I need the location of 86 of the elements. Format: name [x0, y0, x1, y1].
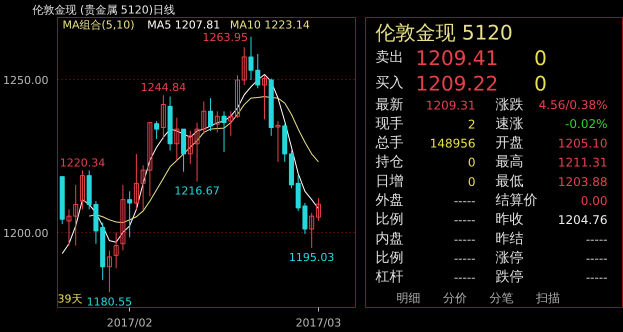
text: 明细	[396, 290, 420, 305]
legend-title: MA组合(5,10)	[62, 18, 135, 32]
text: 卖出	[376, 50, 404, 66]
text: -----	[586, 251, 608, 266]
text: 买入	[376, 75, 404, 92]
candlestick	[275, 120, 280, 162]
candlestick	[147, 122, 152, 197]
candlestick	[127, 190, 132, 238]
candlestick	[80, 170, 85, 210]
text: 昨结	[496, 230, 524, 247]
text: -0.02%	[565, 116, 608, 131]
text: 最低	[496, 173, 524, 190]
annotation: 1195.03	[288, 250, 334, 264]
text: MA5 1207.81	[147, 18, 220, 32]
x-tick-label: 2017/02	[106, 316, 152, 330]
candlestick	[208, 98, 214, 132]
text: 现手	[376, 116, 404, 132]
text: 1209.41	[416, 46, 498, 70]
text: 1211.31	[558, 156, 608, 170]
text: -----	[586, 270, 608, 285]
candlestick	[262, 74, 268, 120]
text: 昨收	[496, 212, 524, 228]
candlestick	[201, 100, 206, 134]
text: 0	[468, 156, 476, 170]
text: 0	[534, 46, 547, 70]
text: 2	[468, 117, 476, 132]
text: 4.56/0.38%	[538, 98, 608, 112]
annotation: 1244.84	[140, 81, 186, 94]
text: 外盘	[376, 192, 404, 208]
text: 总手	[374, 135, 404, 152]
candlestick	[214, 110, 220, 133]
text: -----	[454, 232, 476, 246]
annotation: 1263.95	[202, 31, 248, 44]
text: 1205.10	[558, 136, 608, 151]
text: -----	[586, 232, 608, 246]
x-tick-label: 2017/03	[296, 316, 342, 330]
annotation: 1180.55	[86, 295, 132, 308]
text: 1203.88	[558, 174, 608, 189]
text: 最新	[376, 96, 404, 113]
text: -----	[454, 194, 476, 208]
text: 1209.31	[426, 98, 476, 112]
text: 0	[534, 72, 547, 96]
text: 速涨	[496, 116, 524, 132]
candlestick	[160, 94, 166, 140]
candlestick	[154, 120, 160, 140]
candlestick	[66, 208, 72, 246]
chart-title: 伦敦金现 (贵金属 5120)日线	[32, 4, 176, 16]
text: -----	[454, 213, 476, 228]
text: -----	[454, 270, 476, 285]
candlestick	[302, 202, 308, 234]
text: MA10 1223.14	[230, 18, 310, 32]
candlestick	[174, 117, 180, 161]
text: 开盘	[496, 135, 524, 152]
candlestick	[120, 184, 126, 251]
text: 扫描	[535, 290, 560, 305]
text: 148956	[430, 136, 476, 151]
text: 涨跌	[496, 96, 524, 113]
candlestick	[114, 232, 119, 269]
candlestick	[222, 110, 227, 153]
text: 涨停	[496, 250, 524, 266]
text: 1209.22	[416, 72, 498, 96]
text: 0	[468, 174, 476, 189]
candlestick	[316, 198, 321, 222]
text: 日增	[376, 173, 404, 190]
text: 分笔	[490, 290, 514, 305]
text: 0.00	[580, 194, 608, 208]
text: 内盘	[376, 230, 404, 247]
candlestick	[106, 250, 112, 293]
annotation: 1216.67	[174, 184, 220, 198]
y-tick-label: 1250.00	[3, 74, 49, 87]
annotation: 39天	[58, 292, 82, 306]
text: 持仓	[376, 154, 404, 170]
text: 结算价	[496, 192, 538, 208]
text: -----	[454, 251, 476, 266]
text: 比例	[376, 212, 404, 228]
candlestick	[73, 184, 78, 246]
text: 跌停	[496, 269, 524, 286]
text: 最高	[496, 154, 524, 170]
y-tick-label: 1200.00	[3, 227, 49, 240]
text: 比例	[376, 250, 404, 266]
text: 分价	[443, 290, 467, 305]
text: 伦敦金现 5120	[376, 20, 513, 44]
text: 1204.76	[558, 213, 608, 228]
candlestick	[309, 212, 314, 248]
text: 杠杆	[374, 269, 404, 286]
annotation: 1220.34	[60, 156, 106, 170]
